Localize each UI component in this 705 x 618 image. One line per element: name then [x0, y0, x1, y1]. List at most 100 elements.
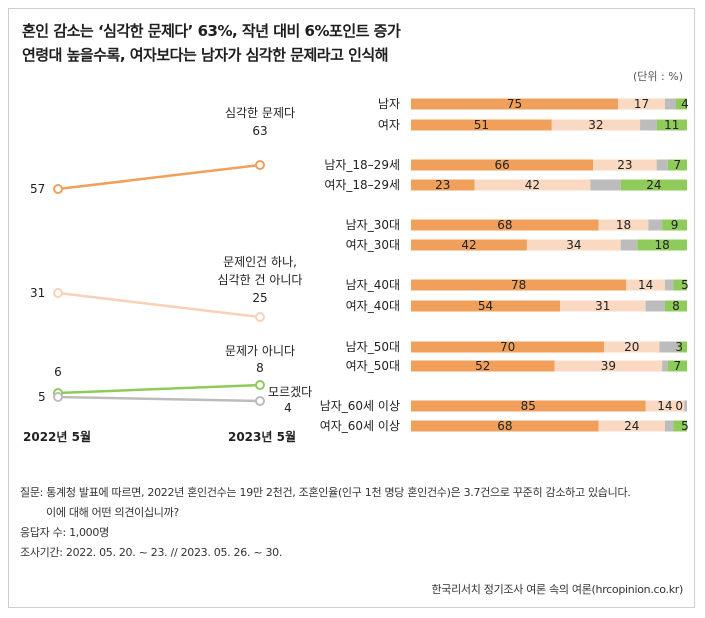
bar-segment-serious [411, 300, 561, 312]
bar-value-label: 32 [588, 118, 603, 132]
bar-segment-serious [411, 98, 618, 110]
bar-value-label: 42 [461, 238, 476, 252]
chart-title-line1: 혼인 감소는 ‘심각한 문제다’ 63%, 작년 대비 6%포인트 증가 [22, 22, 401, 40]
bar-segment-not-problem [678, 341, 687, 353]
bar-value-label: 5 [681, 419, 689, 433]
bar-segment-not-serious [560, 300, 646, 312]
bar-segment-not-serious [626, 279, 665, 291]
bar-value-label: 39 [601, 359, 616, 373]
bar-value-label: 23 [435, 178, 450, 192]
row-label: 여자_40대 [346, 299, 400, 313]
bar-value-label: 75 [507, 97, 522, 111]
bar-value-label: 17 [634, 97, 649, 111]
bar-value-label: 14 [638, 278, 653, 292]
label-not-problem: 문제가 아니다 [225, 344, 295, 358]
bar-value-label: 5 [681, 278, 689, 292]
row-label: 여자_18–29세 [324, 178, 400, 192]
bar-segment-dont-know [656, 159, 668, 171]
bar-segment-not-serious [598, 420, 665, 432]
value-serious-2023: 63 [252, 124, 267, 138]
point-not-serious-2023 [255, 312, 265, 322]
bar-value-label: 3 [675, 340, 683, 354]
bar-value-label: 52 [475, 359, 490, 373]
bar-value-label: 4 [681, 97, 689, 111]
bar-value-label: 18 [616, 218, 631, 232]
bar-value-label: 9 [671, 218, 679, 232]
bar-segment-not-problem [675, 98, 687, 110]
point-not-serious-2022 [53, 288, 63, 298]
bar-value-label: 7 [674, 158, 682, 172]
point-serious-2023 [255, 160, 265, 170]
chart-frame [8, 8, 695, 608]
bar-value-label: 11 [664, 118, 679, 132]
point-dont-know-2023 [255, 396, 265, 406]
bar-value-label: 68 [497, 218, 512, 232]
bar-segment-serious [411, 360, 555, 372]
bar-segment-not-problem [667, 159, 687, 171]
x-label-end: 2023년 5월 [228, 429, 296, 444]
bar-value-label: 51 [474, 118, 489, 132]
row-label: 남자_18–29세 [324, 158, 400, 172]
bar-value-label: 24 [646, 178, 661, 192]
bar-segment-dont-know [664, 279, 674, 291]
bar-segment-dont-know [664, 98, 676, 110]
bar-segment-dont-know [590, 179, 621, 191]
respondent-count: 응답자 수: 1,000명 [20, 526, 109, 539]
value-serious-2022: 57 [30, 182, 45, 196]
row-label: 남자_30대 [346, 218, 400, 232]
bar-segment-not-serious [554, 360, 663, 372]
bar-value-label: 85 [521, 399, 536, 413]
bar-segment-dont-know [684, 400, 687, 412]
row-label: 여자_30대 [346, 238, 400, 252]
bar-segment-not-serious [598, 219, 649, 231]
bar-value-label: 0 [675, 399, 683, 413]
bar-segment-not-problem [637, 239, 687, 251]
bar-value-label: 66 [494, 158, 509, 172]
unit-label: (단위 : %) [633, 70, 683, 83]
value-not-serious-2023: 25 [252, 291, 267, 305]
value-not-serious-2022: 31 [30, 286, 45, 300]
bar-value-label: 31 [595, 299, 610, 313]
bar-segment-serious [411, 239, 527, 251]
bar-segment-dont-know [648, 219, 663, 231]
bar-value-label: 7 [674, 359, 682, 373]
value-dont-know-2022: 5 [38, 390, 46, 404]
bar-segment-not-serious [618, 98, 665, 110]
label-dont-know: 모르겠다 [268, 385, 312, 399]
bar-segment-serious [411, 219, 599, 231]
line-dont-know [57, 395, 261, 403]
bar-segment-dont-know [659, 341, 679, 353]
bar-segment-not-serious [645, 400, 685, 412]
bar-value-label: 24 [624, 419, 639, 433]
chart-title-line2: 연령대 높을수록, 여자보다는 남자가 심각한 문제라고 인식해 [22, 46, 389, 64]
bar-segment-serious [411, 119, 552, 131]
bar-value-label: 14 [657, 399, 672, 413]
survey-question: 질문: 통계청 발표에 따르면, 2022년 혼인건수는 19만 2천건, 조혼… [20, 486, 631, 499]
bar-segment-serious [411, 400, 646, 412]
bar-segment-dont-know [662, 360, 668, 372]
line-not-problem [57, 383, 261, 395]
label-not-serious-line2: 심각한 건 아니다 [218, 273, 303, 287]
point-serious-2022 [53, 184, 63, 194]
row-label: 남자_60세 이상 [320, 399, 400, 413]
bar-segment-not-serious [593, 159, 657, 171]
bar-value-label: 20 [624, 340, 639, 354]
bar-segment-not-problem [656, 119, 687, 131]
value-not-problem-2023: 8 [256, 361, 264, 375]
bar-segment-not-problem [620, 179, 687, 191]
bar-segment-not-problem [673, 279, 687, 291]
bar-segment-not-problem [664, 300, 687, 312]
point-not-problem-2023 [255, 380, 265, 390]
bar-segment-dont-know [640, 119, 657, 131]
source-credit: 한국리서치 정기조사 여론 속의 여론(hrcopinion.co.kr) [431, 583, 683, 596]
line-not-serious [57, 291, 261, 319]
bar-segment-dont-know [664, 420, 674, 432]
bar-value-label: 34 [566, 238, 581, 252]
row-label: 남자_50대 [346, 340, 400, 354]
line-serious [57, 163, 261, 191]
bar-segment-not-problem [673, 420, 687, 432]
row-label: 남자 [378, 97, 400, 111]
value-not-problem-2022: 6 [54, 365, 62, 379]
bar-segment-not-problem [667, 360, 687, 372]
